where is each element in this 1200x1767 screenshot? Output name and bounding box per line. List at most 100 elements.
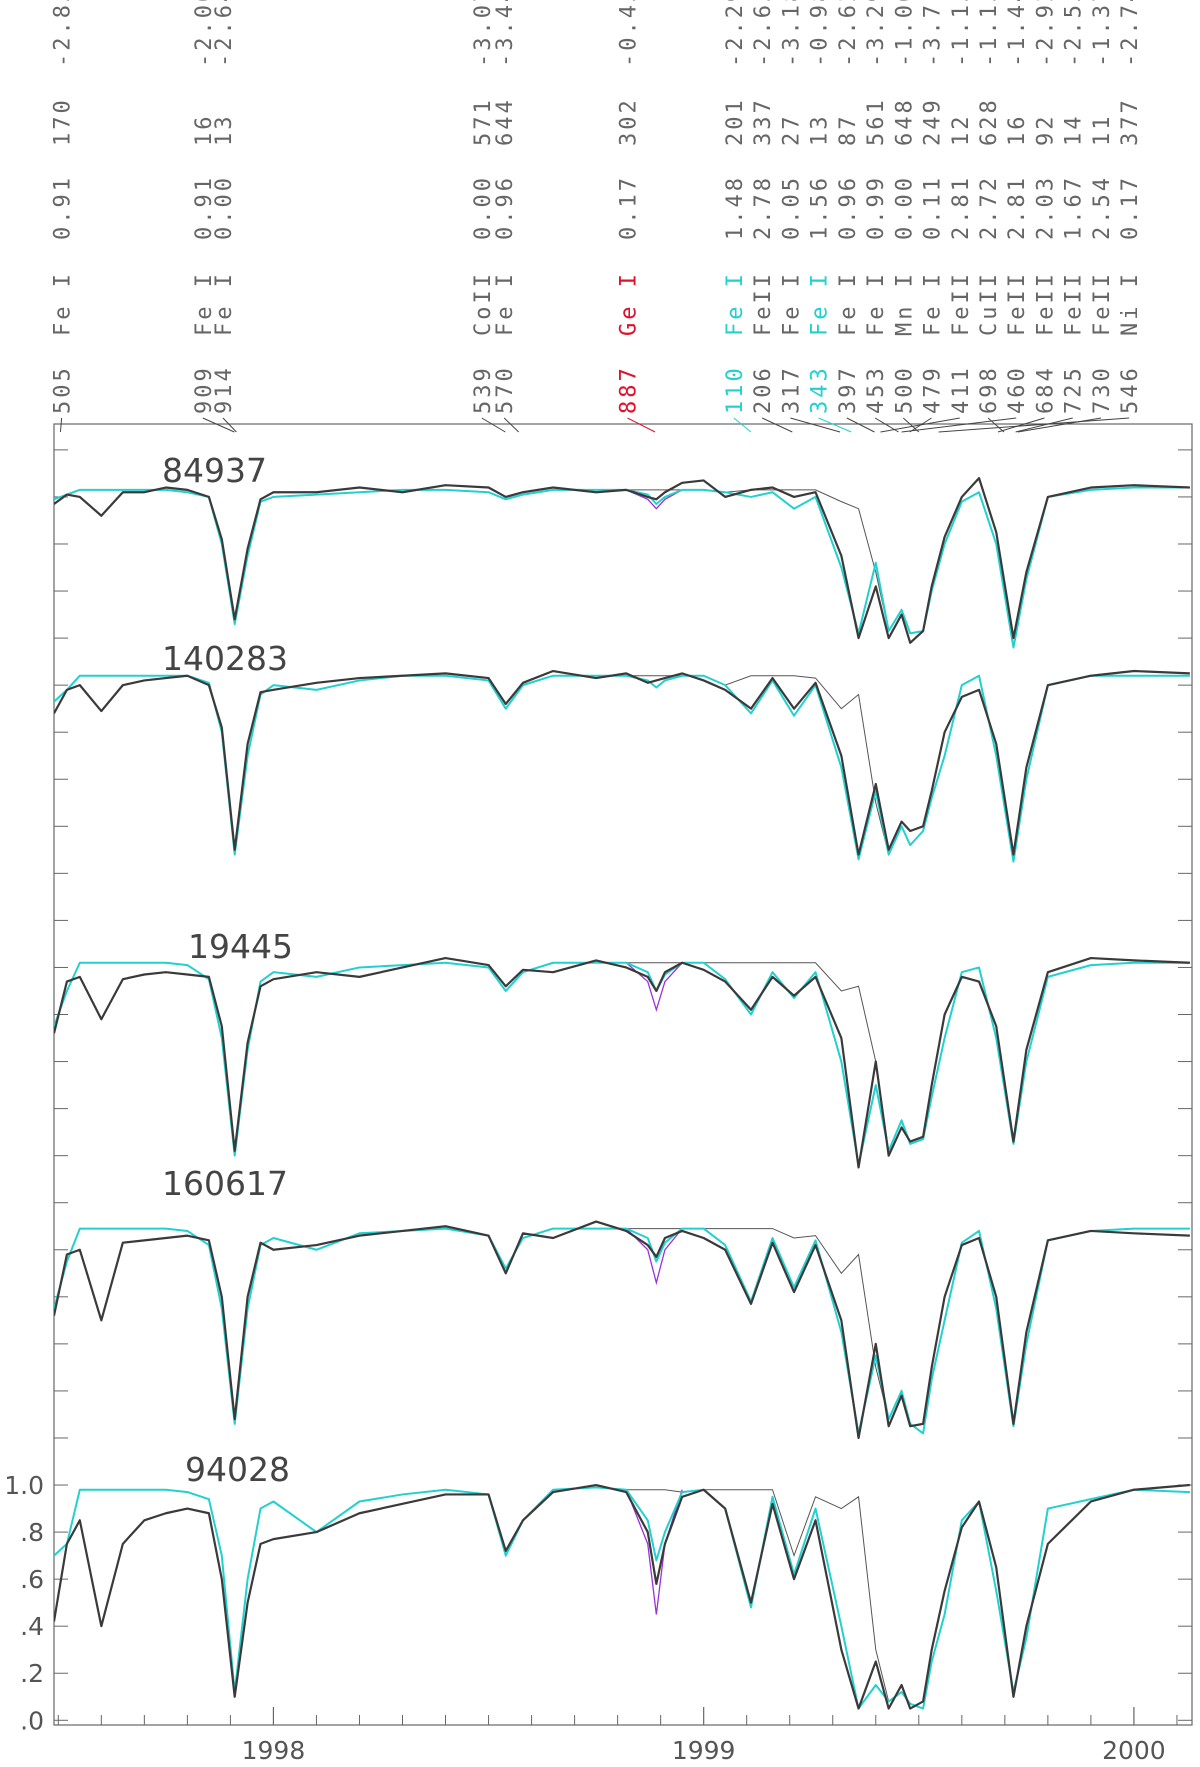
line-id-code: 397 — [836, 365, 861, 414]
line-id-col1: 0.91 — [192, 175, 217, 240]
line-id-col3: -2.53 — [1062, 0, 1087, 67]
line-id-col2: 16 — [1005, 114, 1030, 147]
line-id-col3: -3.71 — [921, 0, 946, 67]
line-id-leader — [761, 417, 793, 433]
line-id-col1: 0.00 — [892, 175, 917, 240]
line-id-code: 684 — [1033, 365, 1058, 414]
line-id-leader — [818, 417, 852, 433]
observed-spectrum — [54, 1220, 1190, 1440]
line-id-col2: 27 — [779, 114, 804, 147]
variant-spectrum — [625, 489, 683, 510]
line-id-col1: 0.17 — [616, 175, 641, 240]
line-id-col3: -1.06 — [892, 0, 917, 67]
line-id-code: 453 — [864, 365, 889, 414]
line-id-species: Ge I — [616, 271, 641, 336]
line-id-leader — [481, 417, 506, 433]
spectra — [54, 477, 1190, 1710]
line-id-col3: -0.98 — [808, 0, 833, 67]
line-id-leader — [902, 417, 920, 433]
x-tick-label: 1998 — [242, 1736, 306, 1765]
line-id-species: CuII — [977, 271, 1002, 336]
line-id-leader — [997, 417, 1045, 433]
line-id-species: Fe I — [192, 271, 217, 336]
line-id-col2: 92 — [1033, 114, 1058, 147]
line-id-code: 698 — [977, 365, 1002, 414]
line-id-col2: 644 — [493, 97, 518, 146]
line-id-leader — [59, 417, 63, 433]
y-tick-label: .0 — [20, 1706, 44, 1735]
line-id-code: 343 — [808, 365, 833, 414]
line-id-species: FeII — [1090, 271, 1115, 336]
observed-spectrum — [54, 1483, 1190, 1710]
line-id-col2: 249 — [921, 97, 946, 146]
model-spectrum — [54, 487, 1190, 648]
observed-spectrum — [54, 477, 1190, 644]
line-id-col1: 0.11 — [921, 175, 946, 240]
line-id-code: 914 — [212, 365, 237, 414]
y-tick-label: .2 — [20, 1659, 44, 1688]
line-id-col2: 337 — [751, 97, 776, 146]
line-id-col3: -2.92 — [1033, 0, 1058, 67]
star-label: 19445 — [188, 927, 293, 966]
line-id-col3: -2.00 — [192, 0, 217, 67]
fit-spectrum — [54, 486, 1190, 649]
line-id-col3: -0.43 — [616, 0, 641, 67]
line-id-col1: 0.00 — [212, 175, 237, 240]
line-id-col3: -1.15 — [949, 0, 974, 67]
variant-spectrum — [625, 962, 683, 1013]
star-label: 140283 — [162, 639, 288, 678]
line-id-code: 505 — [51, 365, 76, 414]
line-id-col3: -3.18 — [779, 0, 804, 67]
line-id-code: 110 — [723, 365, 748, 414]
line-id-col2: 87 — [836, 114, 861, 147]
y-tick-label: .8 — [20, 1518, 44, 1547]
line-id-col1: 0.17 — [1118, 175, 1143, 240]
line-id-col1: 0.99 — [864, 175, 889, 240]
line-id-col2: 302 — [616, 97, 641, 146]
line-id-col3: -2.64 — [212, 0, 237, 67]
fit-spectrum — [54, 961, 1190, 1167]
line-id-code: 317 — [779, 365, 804, 414]
line-id-code: 725 — [1062, 365, 1087, 414]
line-id-leader — [1015, 417, 1073, 433]
line-id-col2: 14 — [1062, 114, 1087, 147]
line-id-leader — [938, 417, 1130, 433]
x-tick-label: 1999 — [672, 1736, 736, 1765]
line-id-col1: 2.03 — [1033, 175, 1058, 240]
line-id-col3: -2.62 — [836, 0, 861, 67]
line-id-col1: 0.05 — [779, 175, 804, 240]
line-id-col2: 13 — [808, 114, 833, 147]
line-id-col1: 0.91 — [51, 175, 76, 240]
y-tick-label: .6 — [20, 1565, 44, 1594]
plot-frame — [53, 423, 1193, 1726]
line-id-col2: 12 — [949, 114, 974, 147]
line-id-col2: 13 — [212, 114, 237, 146]
line-id-species: Fe I — [723, 271, 748, 336]
fit-spectrum — [54, 674, 1190, 863]
line-id-leader — [733, 417, 752, 433]
line-id-species: FeII — [751, 271, 776, 336]
fit-spectrum — [54, 1227, 1190, 1435]
line-id-col3: -3.44 — [493, 0, 518, 67]
line-id-species: Fe I — [864, 271, 889, 336]
line-id-col2: 11 — [1090, 114, 1115, 147]
line-id-code: 909 — [192, 365, 217, 414]
observed-spectrum — [54, 669, 1190, 856]
line-id-col1: 2.72 — [977, 175, 1002, 240]
line-id-col2: 571 — [471, 97, 496, 146]
line-id-species: Fe I — [921, 271, 946, 336]
line-id-col3: -1.44 — [1005, 0, 1030, 67]
line-id-col3: -3.29 — [864, 0, 889, 67]
line-id-col1: 2.81 — [1005, 175, 1030, 240]
line-id-species: FeII — [1062, 271, 1087, 336]
line-id-col2: 201 — [723, 97, 748, 146]
line-id-col1: 0.00 — [471, 175, 496, 240]
y-tick-label: .4 — [20, 1612, 44, 1641]
line-id-col1: 0.96 — [836, 175, 861, 240]
line-id-col2: 16 — [192, 114, 217, 147]
line-id-species: Fe I — [212, 271, 237, 336]
line-id-col2: 377 — [1118, 97, 1143, 146]
fit-spectrum — [54, 1486, 1190, 1710]
line-id-code: 539 — [471, 365, 496, 414]
line-id-col2: 648 — [892, 97, 917, 146]
